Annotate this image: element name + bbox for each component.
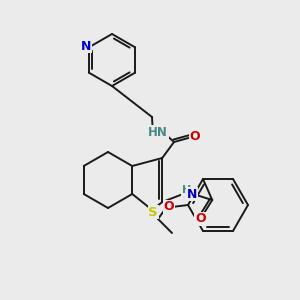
- Text: O: O: [164, 200, 174, 214]
- Text: HN: HN: [148, 125, 168, 139]
- Text: N: N: [187, 188, 197, 200]
- Text: O: O: [190, 130, 200, 142]
- Text: N: N: [81, 40, 92, 52]
- Text: O: O: [195, 212, 206, 226]
- Text: S: S: [148, 206, 158, 218]
- Text: H: H: [182, 185, 191, 195]
